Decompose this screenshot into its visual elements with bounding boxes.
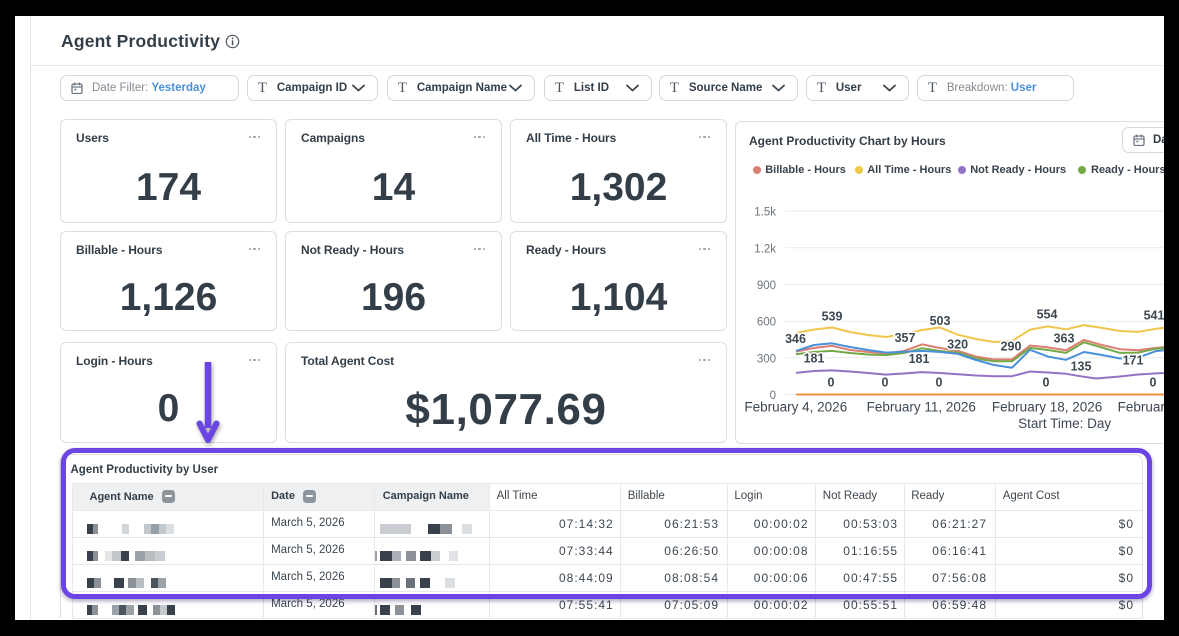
svg-text:1.2k: 1.2k [754, 243, 776, 255]
svg-text:346: 346 [785, 332, 806, 346]
svg-text:1.5k: 1.5k [754, 207, 776, 219]
svg-text:February 25, 2026: February 25, 2026 [1118, 400, 1164, 415]
svg-text:0: 0 [828, 376, 835, 390]
svg-text:290: 290 [1001, 340, 1022, 354]
svg-text:539: 539 [822, 310, 843, 324]
svg-text:0: 0 [936, 376, 943, 390]
svg-text:0: 0 [770, 390, 776, 402]
svg-text:541: 541 [1144, 309, 1164, 323]
svg-text:357: 357 [895, 331, 916, 345]
svg-text:554: 554 [1037, 308, 1058, 322]
svg-text:0: 0 [1150, 376, 1157, 390]
svg-text:600: 600 [757, 317, 776, 329]
svg-text:900: 900 [757, 280, 776, 292]
svg-text:503: 503 [930, 314, 951, 328]
svg-text:363: 363 [1054, 332, 1075, 346]
svg-text:Start Time: Day: Start Time: Day [1018, 416, 1111, 431]
svg-text:0: 0 [1043, 376, 1050, 390]
svg-text:171: 171 [1123, 354, 1144, 368]
svg-text:181: 181 [909, 352, 930, 366]
svg-text:February 18, 2026: February 18, 2026 [992, 400, 1102, 415]
svg-text:February 4, 2026: February 4, 2026 [744, 400, 847, 415]
svg-text:135: 135 [1071, 360, 1092, 374]
svg-text:300: 300 [757, 353, 776, 365]
svg-text:February 11, 2026: February 11, 2026 [867, 400, 976, 415]
svg-text:0: 0 [882, 376, 889, 390]
svg-text:320: 320 [947, 338, 968, 352]
svg-text:181: 181 [804, 352, 825, 366]
